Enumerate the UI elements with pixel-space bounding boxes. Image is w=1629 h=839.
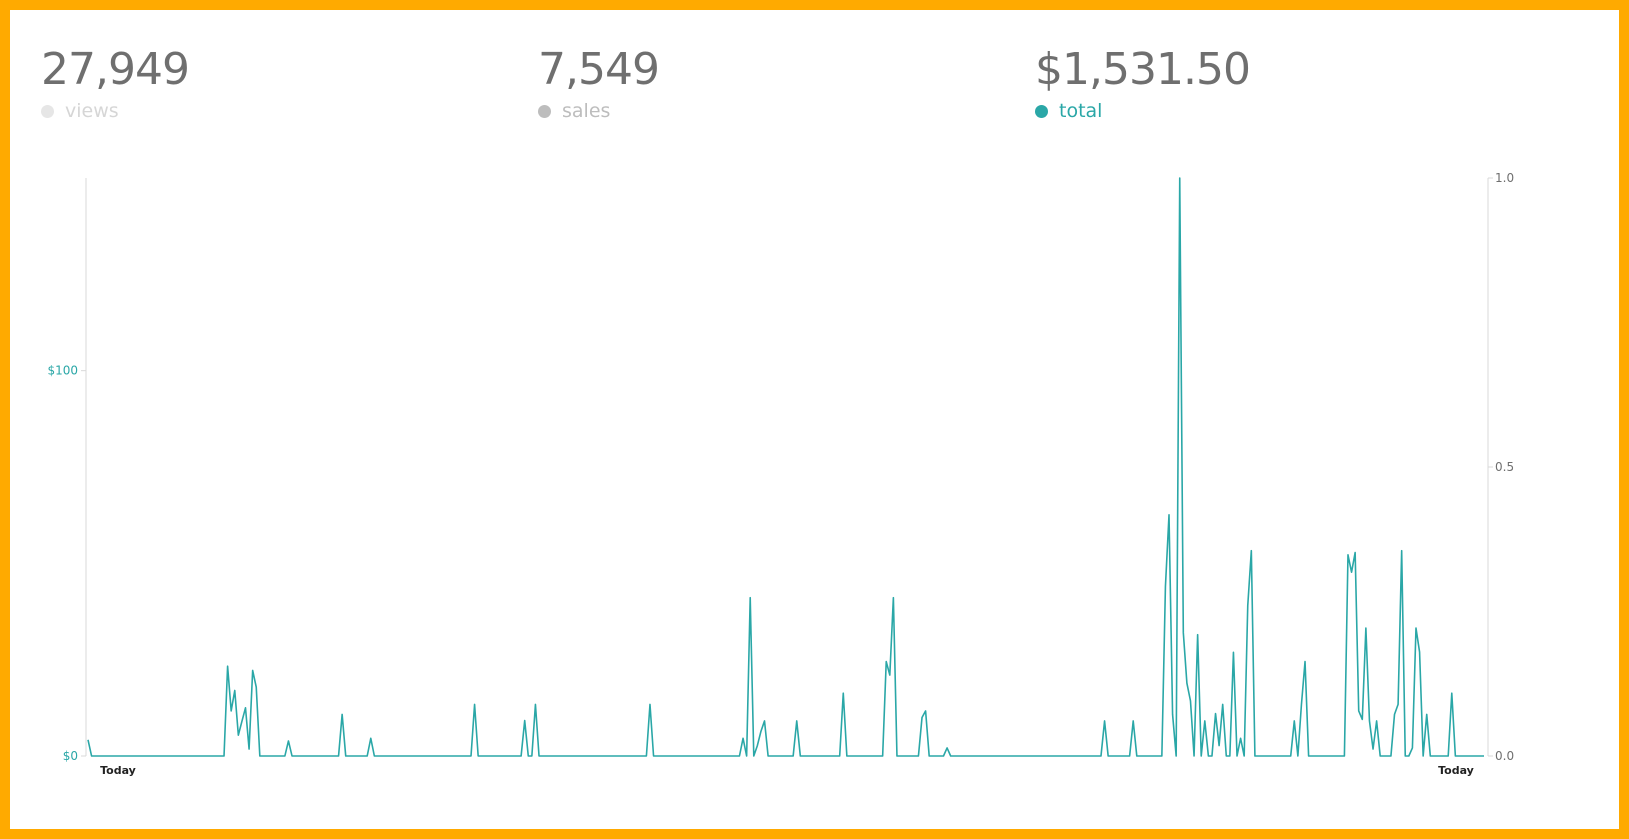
right-tick-label: 0.5	[1495, 460, 1514, 474]
left-tick-label: $100	[47, 364, 78, 378]
left-tick-label: $0	[63, 749, 78, 763]
stat-views[interactable]: 27,949 views	[41, 44, 190, 121]
right-tick-label: 0.0	[1495, 749, 1514, 763]
stat-total[interactable]: $1,531.50 total	[1035, 44, 1251, 121]
x-tick-label: Today	[100, 764, 136, 777]
total-legend[interactable]: total	[1035, 102, 1250, 121]
views-dot-icon	[41, 105, 54, 118]
total-dot-icon	[1035, 105, 1048, 118]
sales-dot-icon	[538, 105, 551, 118]
x-tick-label: Today	[1438, 764, 1474, 777]
views-value: 27,949	[41, 44, 190, 95]
sales-value: 7,549	[538, 44, 660, 95]
total-series-line	[87, 177, 1484, 757]
revenue-chart: $0 $100 0.0 0.5 1.0 Today Today	[47, 171, 1514, 777]
stat-sales[interactable]: 7,549 sales	[538, 44, 660, 121]
right-tick-label: 1.0	[1495, 171, 1514, 185]
sales-label: sales	[562, 100, 611, 122]
total-value: $1,531.50	[1035, 44, 1251, 95]
chart-card: 27,949 views 7,549 sales $1,531.50 total…	[10, 10, 1619, 829]
views-legend[interactable]: views	[41, 102, 189, 121]
views-label: views	[65, 100, 119, 122]
sales-legend[interactable]: sales	[538, 102, 659, 121]
total-label: total	[1059, 100, 1103, 122]
